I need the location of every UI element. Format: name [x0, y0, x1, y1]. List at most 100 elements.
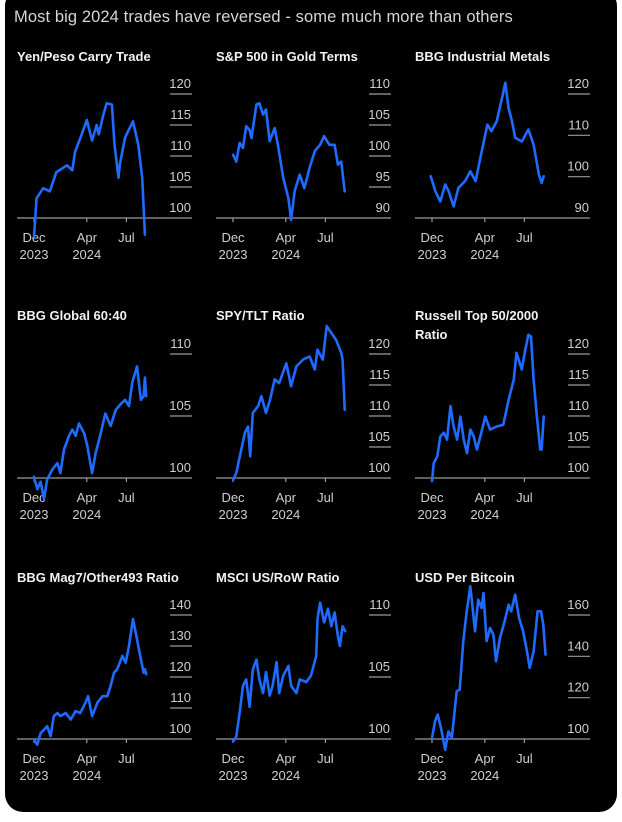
x-tick-year: 2024 [271, 507, 300, 522]
x-tick-month: Apr [77, 751, 98, 766]
y-tick-label: 105 [368, 107, 390, 122]
chart-panel: BBG Industrial Metals 120 110 100 90 Dec 2023 A… [415, 49, 590, 262]
series-line [231, 324, 346, 482]
y-tick-label: 100 [567, 159, 589, 174]
y-tick-label: 100 [567, 721, 589, 736]
y-tick-label: 105 [368, 659, 390, 674]
y-tick-label: 105 [169, 398, 191, 413]
x-tick-month: Apr [276, 230, 297, 245]
chart-panel: Russell Top 50/2000 Ratio 120 115 110 105 100 D… [415, 308, 590, 522]
chart-title: Ratio [415, 327, 448, 342]
x-tick-month: Dec [420, 230, 444, 245]
x-tick-year: 2023 [418, 768, 447, 783]
x-tick-month: Dec [22, 490, 46, 505]
x-tick-year: 2024 [470, 507, 499, 522]
y-tick-label: 110 [568, 398, 589, 413]
x-tick-month: Dec [22, 751, 46, 766]
y-tick-label: 115 [369, 367, 390, 382]
chart-panel: MSCI US/RoW Ratio 110 105 100 Dec 2023 Apr 2024… [216, 570, 391, 783]
y-tick-label: 120 [567, 680, 589, 695]
chart-title: BBG Global 60:40 [17, 308, 127, 323]
x-tick-month: Dec [420, 751, 444, 766]
chart-title: Yen/Peso Carry Trade [17, 49, 151, 64]
x-tick-month: Jul [317, 230, 334, 245]
y-tick-label: 100 [567, 460, 589, 475]
chart-panel: BBG Global 60:40 110 105 100 Dec 2023 Apr 2024 J… [17, 308, 192, 522]
y-tick-label: 110 [369, 76, 390, 91]
x-tick-month: Apr [276, 490, 297, 505]
y-tick-label: 120 [169, 76, 191, 91]
chart-panel: USD Per Bitcoin 160 140 120 100 Dec 2023 Apr 202… [415, 570, 590, 783]
x-tick-month: Jul [317, 751, 334, 766]
chart-panel: BBG Mag7/Other493 Ratio 140 130 120 110 100 De… [17, 570, 192, 783]
x-tick-month: Apr [77, 230, 98, 245]
x-tick-month: Jul [118, 490, 135, 505]
y-tick-label: 95 [376, 169, 390, 184]
x-tick-month: Apr [475, 490, 496, 505]
y-tick-label: 100 [368, 721, 390, 736]
y-tick-label: 115 [170, 107, 191, 122]
y-tick-label: 100 [169, 721, 191, 736]
y-tick-label: 100 [368, 460, 390, 475]
chart-title: S&P 500 in Gold Terms [216, 49, 358, 64]
y-tick-label: 120 [567, 76, 589, 91]
x-tick-year: 2024 [271, 768, 300, 783]
x-tick-year: 2024 [470, 768, 499, 783]
y-tick-label: 110 [170, 690, 191, 705]
x-tick-year: 2023 [219, 768, 248, 783]
chart-panel: Yen/Peso Carry Trade120115110105100Dec20… [17, 49, 192, 262]
series-line [430, 585, 547, 751]
y-tick-label: 120 [169, 659, 191, 674]
y-tick-label: 105 [368, 429, 390, 444]
series-line [231, 601, 347, 743]
series-line [429, 81, 545, 208]
x-tick-month: Dec [221, 490, 245, 505]
y-tick-label: 120 [567, 336, 589, 351]
chart-title: BBG Mag7/Other493 Ratio [17, 570, 179, 585]
chart-title: Russell Top 50/2000 [415, 308, 538, 323]
x-tick-month: Jul [516, 751, 533, 766]
x-tick-month: Jul [118, 230, 135, 245]
x-tick-month: Apr [475, 230, 496, 245]
x-tick-month: Dec [221, 751, 245, 766]
y-tick-label: 140 [567, 638, 589, 653]
y-tick-label: 90 [376, 200, 390, 215]
x-tick-year: 2024 [72, 507, 101, 522]
x-tick-month: Jul [118, 751, 135, 766]
x-tick-year: 2023 [219, 247, 248, 262]
y-tick-label: 90 [575, 200, 589, 215]
chart-title: MSCI US/RoW Ratio [216, 570, 340, 585]
y-tick-label: 105 [567, 429, 589, 444]
series-line [231, 102, 346, 222]
x-tick-month: Jul [516, 230, 533, 245]
y-tick-label: 120 [368, 336, 390, 351]
chart-title: BBG Industrial Metals [415, 49, 550, 64]
x-tick-year: 2023 [219, 507, 248, 522]
x-tick-year: 2024 [72, 768, 101, 783]
headline: Most big 2024 trades have reversed - som… [14, 8, 513, 26]
series-line [430, 333, 545, 483]
y-tick-label: 100 [169, 460, 191, 475]
y-tick-label: 110 [369, 398, 390, 413]
y-tick-label: 110 [170, 138, 191, 153]
y-tick-label: 160 [567, 597, 589, 612]
x-tick-year: 2023 [418, 507, 447, 522]
x-tick-year: 2024 [271, 247, 300, 262]
x-tick-month: Jul [317, 490, 334, 505]
y-tick-label: 110 [170, 336, 191, 351]
x-tick-month: Dec [420, 490, 444, 505]
y-tick-label: 110 [369, 597, 390, 612]
x-tick-year: 2023 [418, 247, 447, 262]
series-line [32, 102, 147, 238]
chart-panel: S&P 500 in Gold Terms 110 105 100 95 90 Dec 202… [216, 49, 391, 262]
x-tick-year: 2023 [20, 507, 49, 522]
y-tick-label: 105 [169, 169, 191, 184]
x-tick-year: 2023 [20, 768, 49, 783]
y-tick-label: 100 [169, 200, 191, 215]
x-tick-month: Apr [77, 490, 98, 505]
x-tick-month: Apr [475, 751, 496, 766]
x-tick-year: 2024 [470, 247, 499, 262]
x-tick-month: Apr [276, 751, 297, 766]
y-tick-label: 100 [368, 138, 390, 153]
